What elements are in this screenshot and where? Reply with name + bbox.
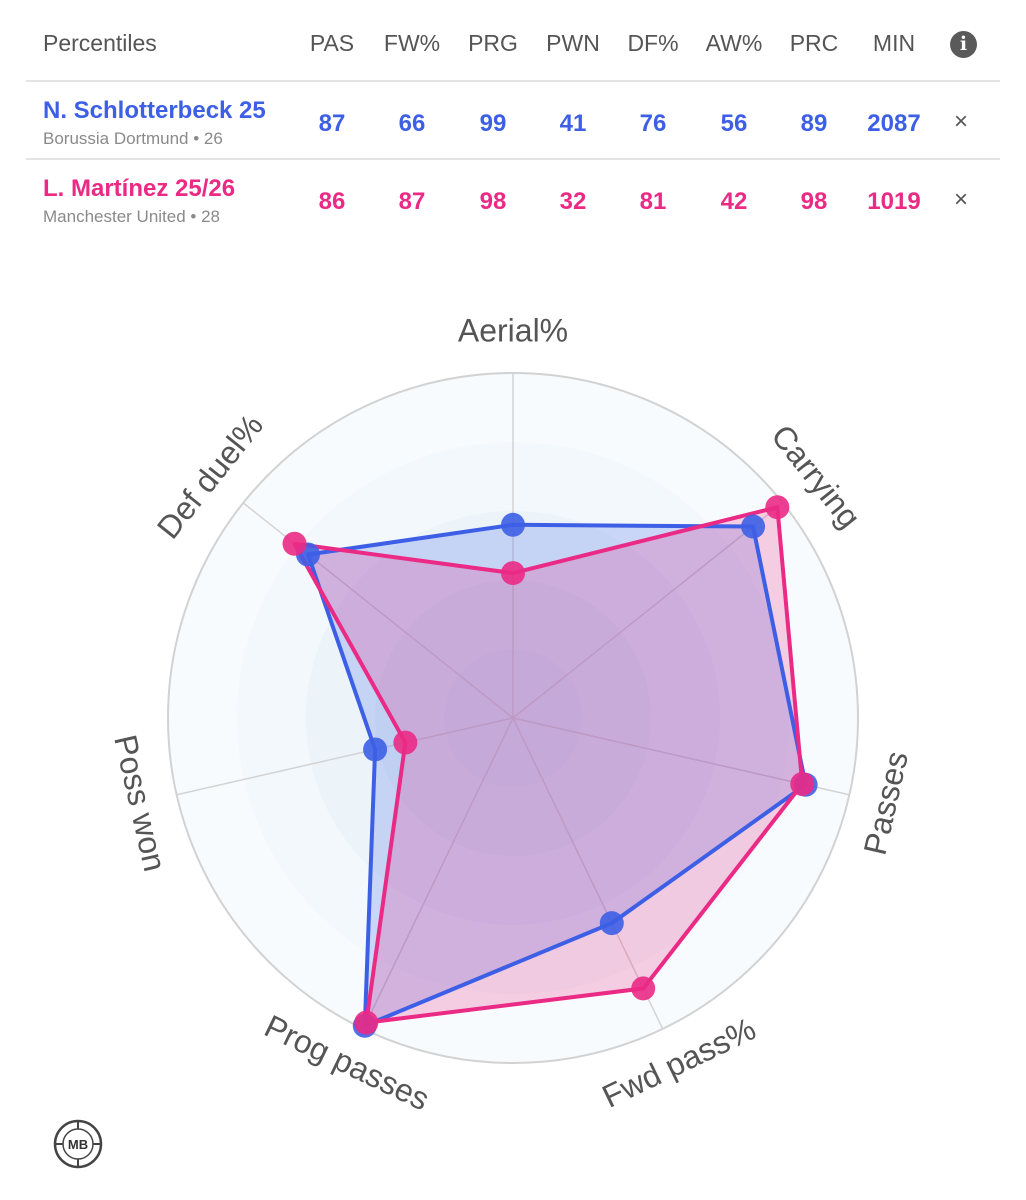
data-point xyxy=(765,495,790,520)
column-header: PWN xyxy=(546,30,600,56)
table-row: N. Schlotterbeck 25 Borussia Dortmund • … xyxy=(26,82,1000,160)
data-point xyxy=(363,737,388,762)
data-point xyxy=(501,512,525,537)
data-point xyxy=(631,976,656,1001)
percentile-value: 66 xyxy=(398,110,426,137)
axis-label: Passes xyxy=(857,748,915,858)
data-point xyxy=(393,730,418,755)
series-line xyxy=(292,505,805,1025)
close-icon: × xyxy=(954,108,969,135)
percentile-value: 99 xyxy=(479,110,507,137)
percentile-value: 87 xyxy=(398,188,426,215)
data-point xyxy=(599,911,624,936)
percentile-value: 41 xyxy=(559,110,587,137)
percentile-value: 32 xyxy=(559,188,587,215)
axis-label: Aerial% xyxy=(458,312,568,348)
data-point xyxy=(501,561,525,586)
series-area xyxy=(294,507,803,1023)
remove-player-button[interactable]: × xyxy=(954,186,968,214)
data-point xyxy=(741,514,766,539)
percentile-value: 56 xyxy=(720,110,748,137)
radar-spoke xyxy=(512,502,784,719)
axis-label: Poss won xyxy=(107,731,173,874)
radar-spoke xyxy=(362,717,514,1030)
radar-spoke xyxy=(512,717,664,1030)
percentile-value: 42 xyxy=(720,188,748,215)
data-point xyxy=(282,531,307,556)
percentile-value: 87 xyxy=(318,110,346,137)
mb-logo: MB xyxy=(53,1119,103,1169)
data-point xyxy=(790,772,815,797)
column-header: AW% xyxy=(705,30,763,56)
percentile-value: 76 xyxy=(639,110,667,137)
minutes-value: 2087 xyxy=(867,110,921,137)
percentile-value: 98 xyxy=(800,188,828,215)
column-header: PRG xyxy=(468,30,518,56)
player-club: Manchester United • 28 xyxy=(43,207,220,226)
player-name[interactable]: L. Martínez 25/26 xyxy=(43,175,236,202)
percentile-value: 89 xyxy=(800,110,828,137)
percentile-value: 98 xyxy=(479,188,507,215)
column-header: PAS xyxy=(309,30,355,56)
series-area xyxy=(308,524,806,1026)
percentile-value: 81 xyxy=(639,188,667,215)
column-header: PRC xyxy=(789,30,839,56)
logo-text: MB xyxy=(68,1137,88,1152)
column-header: FW% xyxy=(383,30,441,56)
close-icon: × xyxy=(954,186,969,213)
column-header: DF% xyxy=(627,30,679,56)
column-header: MIN xyxy=(872,30,916,56)
table-row: L. Martínez 25/26 Manchester United • 28… xyxy=(26,160,1000,236)
table-header: Percentiles PAS FW% PRG PWN DF% AW% PRC … xyxy=(26,0,1000,82)
remove-player-button[interactable]: × xyxy=(954,108,968,136)
minutes-value: 1019 xyxy=(867,188,921,215)
player-name[interactable]: N. Schlotterbeck 25 xyxy=(43,97,266,124)
radar-spoke xyxy=(176,717,514,796)
table-title: Percentiles xyxy=(43,30,157,56)
player-club: Borussia Dortmund • 26 xyxy=(43,129,223,148)
info-icon[interactable]: i xyxy=(950,31,977,58)
percentile-value: 86 xyxy=(318,188,346,215)
data-point xyxy=(354,1010,379,1035)
